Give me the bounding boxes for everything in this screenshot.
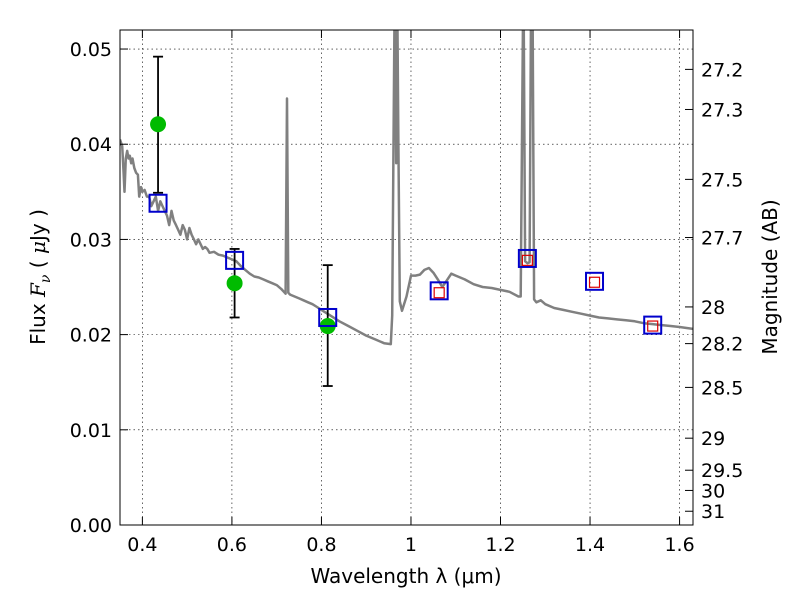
model-band-square-6 xyxy=(643,315,663,335)
model-band-marker-red-2 xyxy=(588,276,601,288)
y2-tick-label-0: 27.2 xyxy=(701,59,743,81)
y-label-paren-open: ( xyxy=(26,254,50,275)
y2-tick-label-6: 28.5 xyxy=(701,377,743,399)
model-band-square-1 xyxy=(225,250,245,270)
model-band-marker-red-0 xyxy=(433,287,445,299)
model-spectrum-line xyxy=(120,30,693,346)
model-band-square-4 xyxy=(517,248,537,268)
y-tick-label-1: 0.01 xyxy=(70,420,112,442)
x-axis-label: Wavelength λ (μm) xyxy=(310,564,501,588)
model-band-square-2 xyxy=(318,307,338,327)
axis-ticks: 0.4 0.6 0.8 1 1.2 1.4 1.6 0.00 0.01 0.02 0.03 0.04 0… xyxy=(70,30,743,556)
model-band-square-5 xyxy=(585,271,605,291)
model-band-marker-red-1 xyxy=(521,254,533,266)
grid xyxy=(120,30,693,526)
x-tick-label-2: 0.8 xyxy=(306,534,336,556)
y-label-f: F xyxy=(26,282,50,298)
y2-tick-label-10: 31 xyxy=(701,501,725,523)
y-label-jy: Jy ) xyxy=(26,209,50,243)
y-label-mu: μ xyxy=(26,241,50,254)
x-tick-label-6: 1.6 xyxy=(664,534,694,556)
y-tick-label-3: 0.03 xyxy=(70,229,112,251)
y2-axis-label: Magnitude (AB) xyxy=(758,199,782,354)
y2-tick-label-3: 27.7 xyxy=(701,228,743,250)
observed-point-0 xyxy=(150,116,167,133)
y2-tick-label-2: 27.5 xyxy=(701,169,743,191)
x-tick-label-3: 1 xyxy=(405,534,417,556)
y-tick-label-0: 0.00 xyxy=(70,515,112,537)
y-tick-label-5: 0.05 xyxy=(70,39,112,61)
x-tick-label-4: 1.2 xyxy=(485,534,515,556)
x-tick-label-0: 0.4 xyxy=(127,534,157,556)
y2-tick-label-1: 27.3 xyxy=(701,99,743,121)
y2-tick-label-7: 29 xyxy=(701,428,725,450)
y2-tick-label-5: 28.2 xyxy=(701,334,743,356)
plot-frame xyxy=(119,29,694,526)
model-band-square-3 xyxy=(429,281,449,301)
y-axis-label: Flux Fν ( μJy ) xyxy=(26,209,54,345)
observed-point-1 xyxy=(226,275,243,292)
y-label-nu: ν xyxy=(38,274,54,283)
y2-tick-label-9: 30 xyxy=(701,480,725,502)
x-tick-label-1: 0.6 xyxy=(217,534,247,556)
model-band-marker-red-3 xyxy=(647,320,659,332)
x-tick-label-5: 1.4 xyxy=(575,534,605,556)
y2-tick-label-8: 29.5 xyxy=(701,460,743,482)
model-band-square-0 xyxy=(148,193,168,213)
y2-tick-label-4: 28 xyxy=(701,297,725,319)
plot-data xyxy=(120,30,693,387)
y-label-flux: Flux xyxy=(26,297,50,345)
y-tick-label-4: 0.04 xyxy=(70,134,112,156)
y-tick-label-2: 0.02 xyxy=(70,325,112,347)
